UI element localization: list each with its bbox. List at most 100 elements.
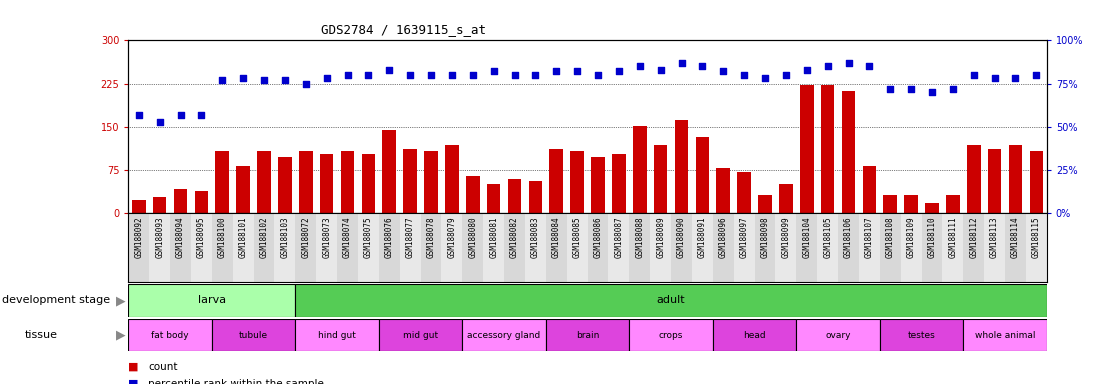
Text: GSM188106: GSM188106 [844,217,853,258]
Bar [879,319,963,351]
Text: ■: ■ [128,379,138,384]
Text: tubule: tubule [239,331,268,339]
Bar [588,213,608,282]
Text: GSM188098: GSM188098 [760,217,770,258]
Bar [424,151,437,213]
Bar [633,126,646,213]
Bar [651,213,671,282]
Point [338,72,356,78]
Point [256,77,273,83]
Bar [879,213,901,282]
Point [777,72,795,78]
Bar [508,179,521,213]
Text: GSM188077: GSM188077 [405,217,415,258]
Bar [212,319,296,351]
Bar [713,213,733,282]
Bar [296,284,1047,317]
Bar [442,213,462,282]
Point [1007,75,1024,81]
Text: GSM188105: GSM188105 [824,217,833,258]
Point [839,60,857,66]
Text: GSM188085: GSM188085 [573,217,581,258]
Text: testes: testes [907,331,935,339]
Bar [320,154,334,213]
Bar [378,319,462,351]
Bar [675,120,689,213]
Bar [859,213,879,282]
Point [673,60,691,66]
Bar [170,213,191,282]
Text: GSM188083: GSM188083 [531,217,540,258]
Text: GSM188078: GSM188078 [426,217,435,258]
Bar [525,213,546,282]
Bar [403,149,417,213]
Bar [278,157,291,213]
Bar [299,151,312,213]
Point [443,72,461,78]
Bar [174,189,187,213]
Bar [421,213,442,282]
Text: GDS2784 / 1639115_s_at: GDS2784 / 1639115_s_at [321,23,487,36]
Bar [233,213,253,282]
Text: GSM188100: GSM188100 [218,217,227,258]
Bar [504,213,525,282]
Bar [191,213,212,282]
Bar [194,191,209,213]
Bar [358,213,378,282]
Bar [797,213,817,282]
Bar [904,195,917,213]
Point [359,72,377,78]
Bar [612,154,626,213]
Text: GSM188104: GSM188104 [802,217,811,258]
Text: whole animal: whole animal [974,331,1036,339]
Point [318,75,336,81]
Point [589,72,607,78]
Text: GSM188091: GSM188091 [698,217,706,258]
Bar [654,145,667,213]
Point [402,72,420,78]
Point [756,75,773,81]
Text: GSM188099: GSM188099 [781,217,790,258]
Point [798,67,816,73]
Text: GSM188072: GSM188072 [301,217,310,258]
Bar [901,213,922,282]
Text: hind gut: hind gut [318,331,356,339]
Bar [738,172,751,213]
Bar [337,213,358,282]
Bar [1006,213,1026,282]
Text: GSM188108: GSM188108 [886,217,895,258]
Bar [695,137,709,213]
Point [882,86,899,92]
Point [923,89,941,95]
Text: GSM188111: GSM188111 [949,217,958,258]
Bar [466,176,480,213]
Text: GSM188109: GSM188109 [906,217,915,258]
Point [652,67,670,73]
Bar [258,151,271,213]
Text: GSM188095: GSM188095 [196,217,205,258]
Bar [462,213,483,282]
Bar [776,213,797,282]
Text: GSM188076: GSM188076 [385,217,394,258]
Bar [546,319,629,351]
Point [276,77,294,83]
Bar [608,213,629,282]
Point [965,72,983,78]
Bar [340,151,354,213]
Point [464,72,482,78]
Bar [779,184,792,213]
Point [527,72,545,78]
Bar [128,213,150,282]
Bar [567,213,588,282]
Bar [383,130,396,213]
Bar [483,213,504,282]
Point [129,112,147,118]
Bar [758,195,772,213]
Bar [984,213,1006,282]
Text: GSM188103: GSM188103 [280,217,289,258]
Bar [988,149,1001,213]
Text: GSM188086: GSM188086 [594,217,603,258]
Bar [963,319,1047,351]
Bar [591,157,605,213]
Point [172,112,190,118]
